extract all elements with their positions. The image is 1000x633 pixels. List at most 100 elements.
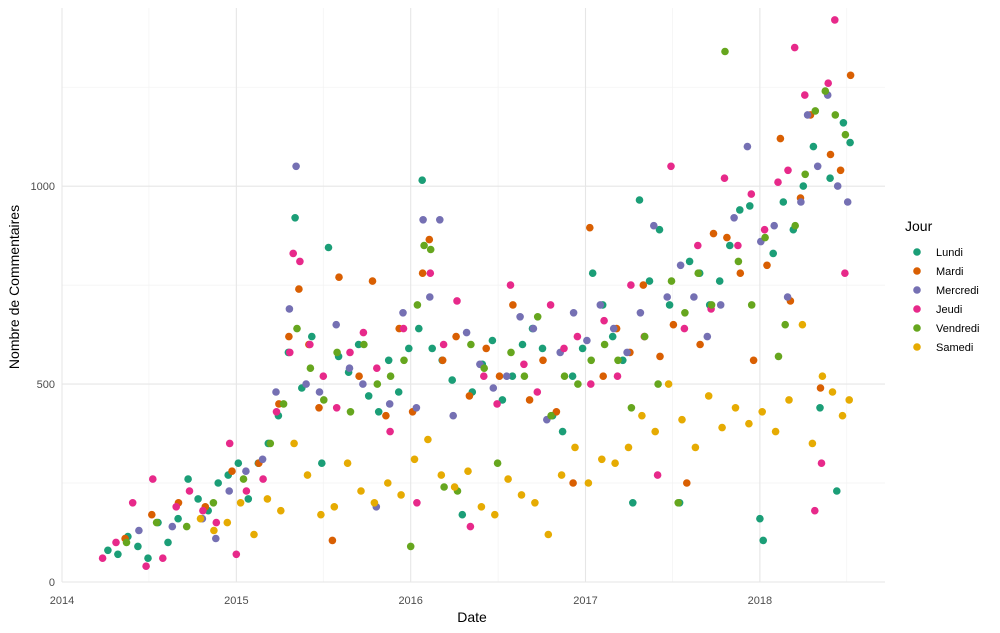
- data-point: [824, 79, 832, 87]
- data-point: [359, 328, 368, 337]
- legend-key: [913, 267, 921, 275]
- data-point: [489, 384, 498, 392]
- data-point: [533, 388, 542, 396]
- data-point: [436, 216, 444, 224]
- data-point: [525, 396, 534, 404]
- data-point: [493, 459, 502, 468]
- legend-label: Jeudi: [936, 304, 962, 316]
- y-tick-label: 1000: [31, 181, 55, 193]
- data-point: [623, 348, 631, 357]
- data-point: [560, 372, 569, 381]
- data-point: [743, 142, 752, 151]
- data-point: [676, 261, 685, 270]
- legend-label: Vendredi: [936, 323, 979, 335]
- data-point: [520, 360, 528, 369]
- data-point: [291, 214, 299, 222]
- data-point: [629, 499, 637, 507]
- major-gridlines: [61, 8, 885, 583]
- data-point: [518, 340, 527, 349]
- data-point: [303, 471, 312, 479]
- data-point: [578, 344, 587, 353]
- data-point: [234, 459, 243, 468]
- data-point: [529, 324, 538, 333]
- data-point: [703, 332, 712, 341]
- data-point: [346, 408, 355, 416]
- y-tick-label: 500: [37, 379, 55, 391]
- data-point: [731, 404, 740, 412]
- data-point: [332, 404, 341, 412]
- data-point: [667, 162, 675, 171]
- data-point: [517, 491, 526, 499]
- data-point: [386, 427, 394, 436]
- data-point: [168, 522, 177, 531]
- data-point: [770, 221, 778, 230]
- data-point: [184, 475, 192, 483]
- data-point: [638, 411, 646, 420]
- data-point: [315, 388, 324, 396]
- data-point: [600, 340, 609, 349]
- data-point: [546, 301, 555, 309]
- data-point: [608, 332, 617, 341]
- data-point: [520, 372, 529, 381]
- data-point: [664, 380, 673, 388]
- data-point: [674, 499, 682, 507]
- data-point: [774, 178, 782, 186]
- data-point: [826, 150, 835, 159]
- data-point: [651, 427, 659, 436]
- data-point: [798, 320, 807, 329]
- x-tick-label: 2017: [573, 595, 597, 607]
- data-point: [821, 87, 830, 95]
- data-point: [453, 297, 461, 305]
- data-point: [385, 400, 394, 408]
- data-point: [758, 408, 766, 416]
- legend-key: [913, 343, 921, 351]
- data-point: [418, 176, 427, 184]
- data-point: [212, 534, 220, 543]
- data-point: [495, 372, 504, 381]
- data-point: [464, 467, 472, 476]
- x-tick-label: 2014: [50, 595, 74, 607]
- data-point: [332, 320, 341, 329]
- data-point: [774, 352, 783, 361]
- data-point: [569, 479, 577, 487]
- data-point: [142, 562, 150, 570]
- data-point: [609, 324, 618, 333]
- data-point: [558, 427, 567, 436]
- legend-items: Lundi Mardi Mercredi Jeudi Vendredi Samedi: [913, 247, 979, 354]
- data-point: [112, 538, 120, 547]
- minor-gridlines: [62, 8, 885, 582]
- data-point: [415, 324, 423, 333]
- data-point: [790, 43, 799, 52]
- data-point: [394, 388, 403, 396]
- data-point: [228, 467, 236, 476]
- y-tick-label: 0: [49, 577, 55, 589]
- data-point: [424, 435, 432, 444]
- data-point: [223, 518, 232, 527]
- data-point: [426, 245, 435, 254]
- data-point: [491, 510, 499, 519]
- data-point: [382, 411, 390, 420]
- data-point: [650, 221, 658, 230]
- data-point: [736, 269, 745, 278]
- x-tick-label: 2015: [224, 595, 248, 607]
- data-point: [784, 166, 792, 175]
- data-point: [846, 138, 854, 147]
- data-point: [760, 225, 769, 234]
- data-point: [236, 499, 245, 507]
- legend-title: Jour: [905, 218, 933, 234]
- data-point: [696, 340, 704, 349]
- data-point: [128, 499, 137, 507]
- data-point: [272, 408, 281, 416]
- data-point: [296, 257, 304, 266]
- data-point: [547, 411, 555, 420]
- data-point: [776, 134, 785, 143]
- data-point: [244, 495, 253, 503]
- data-point: [250, 530, 258, 539]
- data-point: [320, 396, 328, 404]
- data-point: [841, 269, 849, 278]
- data-point: [769, 249, 777, 258]
- data-point: [785, 396, 793, 404]
- data-point: [285, 305, 294, 313]
- data-point: [586, 223, 594, 232]
